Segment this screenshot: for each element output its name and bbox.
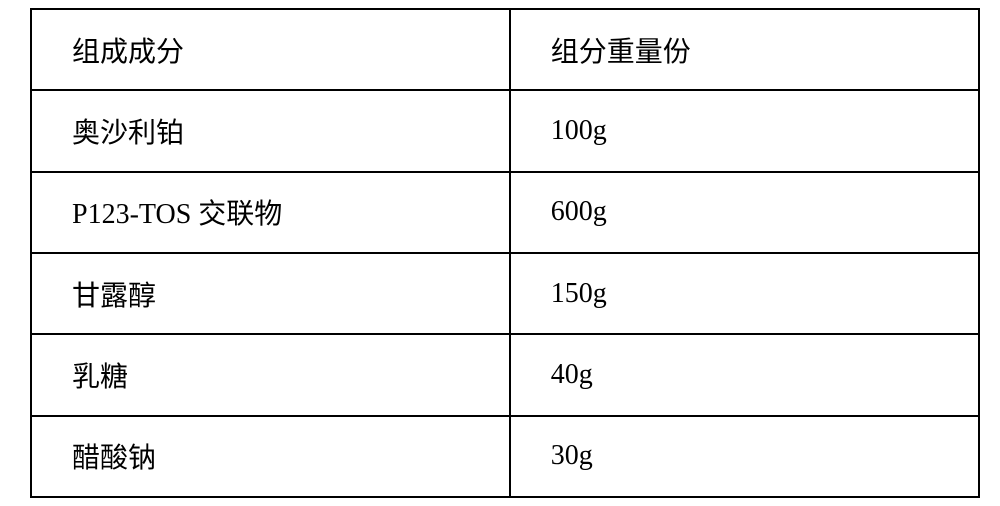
- cell-value: 40g: [510, 334, 979, 415]
- col-header-value: 组分重量份: [510, 9, 979, 90]
- composition-table: 组成成分 组分重量份 奥沙利铂 100g P123-TOS 交联物 600g 甘…: [30, 8, 980, 498]
- table-header-row: 组成成分 组分重量份: [31, 9, 979, 90]
- table-row: 奥沙利铂 100g: [31, 90, 979, 171]
- cell-name: P123-TOS 交联物: [31, 172, 510, 253]
- cell-name: 乳糖: [31, 334, 510, 415]
- col-header-name: 组成成分: [31, 9, 510, 90]
- cell-value: 150g: [510, 253, 979, 334]
- table-row: 乳糖 40g: [31, 334, 979, 415]
- cell-name: 奥沙利铂: [31, 90, 510, 171]
- cell-name: 醋酸钠: [31, 416, 510, 497]
- table-row: 甘露醇 150g: [31, 253, 979, 334]
- table-row: P123-TOS 交联物 600g: [31, 172, 979, 253]
- cell-value: 30g: [510, 416, 979, 497]
- cell-value: 600g: [510, 172, 979, 253]
- cell-name: 甘露醇: [31, 253, 510, 334]
- table-row: 醋酸钠 30g: [31, 416, 979, 497]
- cell-value: 100g: [510, 90, 979, 171]
